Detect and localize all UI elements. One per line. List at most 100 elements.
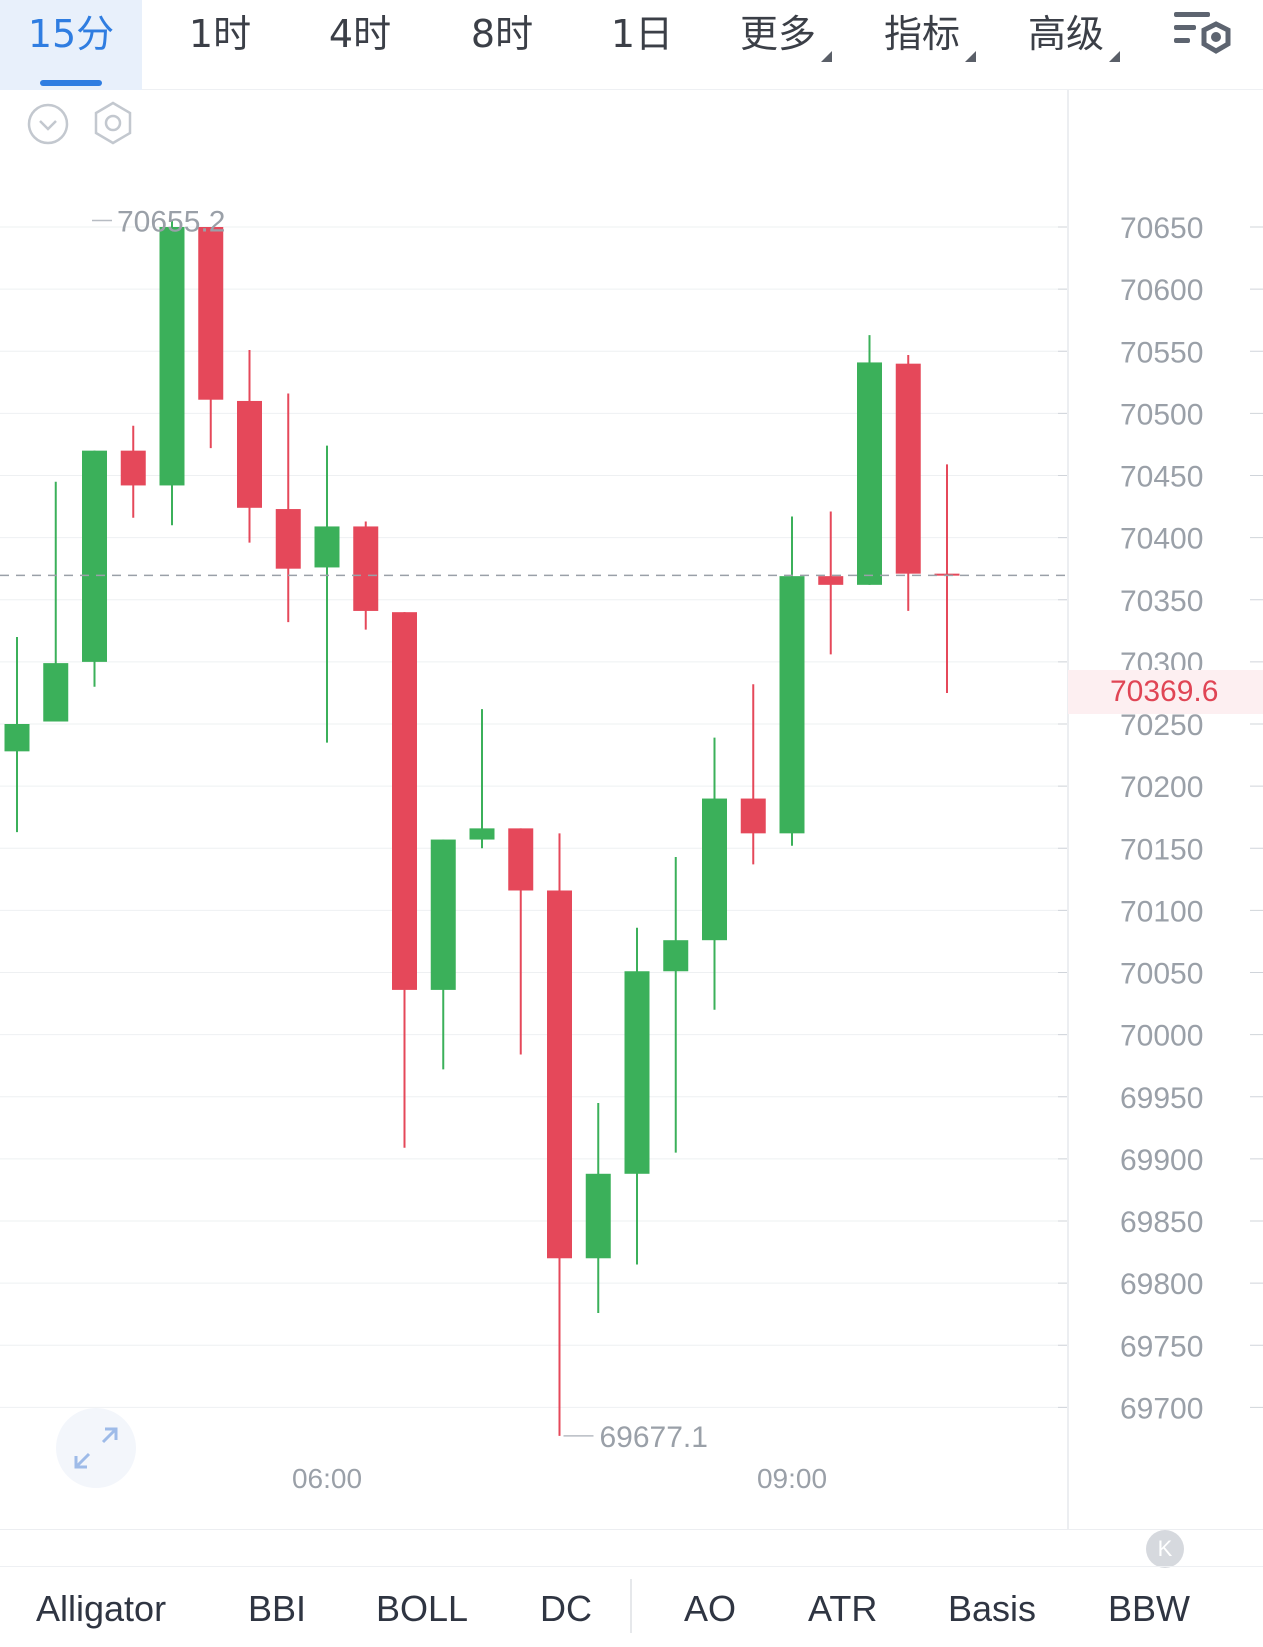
candle-body <box>159 227 185 486</box>
collapse-button[interactable] <box>26 102 70 150</box>
candle-body <box>857 362 882 585</box>
candle-body <box>895 363 921 574</box>
low-price-label: 69677.1 <box>600 1421 708 1454</box>
candle-body <box>198 227 224 400</box>
candle-body <box>508 828 534 891</box>
candlestick-chart[interactable]: 7065070600705507050070450704007035070300… <box>0 90 1263 1530</box>
tab-1d[interactable]: 1日 <box>592 0 692 90</box>
tab-15min[interactable]: 15分 <box>0 0 142 90</box>
indicator-bbw[interactable]: BBW <box>1108 1588 1191 1629</box>
advanced-label: 高级 <box>1028 12 1105 56</box>
indicator-ao[interactable]: AO <box>684 1588 737 1629</box>
indicator-bbi[interactable]: BBI <box>248 1588 307 1629</box>
candle-down[interactable] <box>895 354 921 611</box>
y-tick-label: 69750 <box>1120 1330 1203 1363</box>
y-tick-label: 70100 <box>1120 895 1203 928</box>
tab-label: 8时 <box>470 12 534 56</box>
y-tick-label: 69700 <box>1120 1392 1203 1425</box>
candle-up[interactable] <box>4 637 30 833</box>
advanced-dropdown[interactable]: 高级 <box>1028 0 1121 90</box>
tab-label: 1日 <box>610 12 674 56</box>
candle-down[interactable] <box>275 393 301 623</box>
y-tick-label: 70650 <box>1120 212 1203 245</box>
y-tick-label: 70250 <box>1120 709 1203 742</box>
fullscreen-button[interactable] <box>56 1408 136 1488</box>
y-tick-label: 70550 <box>1120 336 1203 369</box>
candle-body <box>4 724 30 752</box>
current-price-label: 70369.6 <box>1068 670 1263 714</box>
candle-body <box>82 450 107 662</box>
candle-body <box>353 526 379 611</box>
candle-up[interactable] <box>663 856 689 1153</box>
candle-body <box>779 576 805 834</box>
candle-body <box>547 890 572 1259</box>
tab-label: 4时 <box>328 12 392 56</box>
candle-up[interactable] <box>469 709 495 849</box>
x-tick-label: 09:00 <box>757 1463 827 1494</box>
tab-label: 1时 <box>188 12 252 56</box>
candle-down[interactable] <box>198 227 224 449</box>
active-tab-indicator <box>40 80 102 86</box>
candle-body <box>663 940 689 972</box>
candle-body <box>740 798 766 834</box>
y-tick-label: 70450 <box>1120 461 1203 494</box>
y-tick-label: 69800 <box>1120 1268 1203 1301</box>
indicators-label: 指标 <box>884 12 961 56</box>
candle-up[interactable] <box>779 516 805 846</box>
candle-down[interactable] <box>392 612 417 1148</box>
indicator-settings-button[interactable] <box>90 100 136 150</box>
tab-8h[interactable]: 8时 <box>452 0 552 90</box>
divider <box>630 1579 632 1633</box>
candle-body <box>275 509 301 569</box>
candle-up[interactable] <box>857 335 882 585</box>
indicator-alligator[interactable]: Alligator <box>36 1588 167 1629</box>
candle-down[interactable] <box>508 828 534 1055</box>
more-label: 更多 <box>740 12 817 56</box>
tab-4h[interactable]: 4时 <box>310 0 410 90</box>
candle-up[interactable] <box>585 1102 611 1313</box>
candle-body <box>314 526 340 568</box>
k-badge[interactable]: K <box>1146 1530 1184 1568</box>
chart-settings-button[interactable] <box>1172 6 1236 66</box>
candle-body <box>43 663 69 722</box>
expand-arrows-icon <box>74 1427 118 1469</box>
candle-down[interactable] <box>120 425 146 518</box>
y-tick-label: 69950 <box>1120 1082 1203 1115</box>
y-tick-label: 69900 <box>1120 1144 1203 1177</box>
candle-up[interactable] <box>430 839 456 1070</box>
y-tick-label: 70600 <box>1120 274 1203 307</box>
candle-down[interactable] <box>740 684 766 865</box>
indicators-dropdown[interactable]: 指标 <box>884 0 977 90</box>
candle-up[interactable] <box>314 445 340 743</box>
candle-up[interactable] <box>159 220 185 526</box>
y-tick-label: 70200 <box>1120 771 1203 804</box>
y-tick-label: 70050 <box>1120 958 1203 991</box>
candle-body <box>120 450 146 486</box>
candle-down[interactable] <box>353 521 379 630</box>
candle-body <box>237 400 262 508</box>
more-dropdown[interactable]: 更多 <box>740 0 833 90</box>
caret-icon <box>965 51 977 62</box>
indicator-basis[interactable]: Basis <box>948 1588 1037 1629</box>
candle-down[interactable] <box>934 464 960 693</box>
candle-up[interactable] <box>43 481 69 722</box>
candle-down[interactable] <box>237 350 262 543</box>
candle-down[interactable] <box>818 511 844 655</box>
indicator-boll[interactable]: BOLL <box>376 1588 469 1629</box>
indicator-bar: Alligator BBI BOLL DC AO ATR Basis BBW <box>0 1566 1263 1647</box>
x-tick-label: 06:00 <box>292 1463 362 1494</box>
tab-1h[interactable]: 1时 <box>170 0 270 90</box>
candle-up[interactable] <box>82 450 107 687</box>
indicator-atr[interactable]: ATR <box>808 1588 878 1629</box>
candle-up[interactable] <box>624 927 650 1265</box>
candle-down[interactable] <box>547 833 572 1436</box>
candle-body <box>469 828 495 840</box>
kline-chart[interactable]: 70650 70600 70550 70500 70450 70400 70350 70300… <box>0 90 1263 1530</box>
candle-up[interactable] <box>702 737 727 1010</box>
chevron-down-circle-icon <box>27 103 69 145</box>
candle-body <box>430 839 456 990</box>
candle-body <box>702 798 727 941</box>
candle-body <box>624 971 650 1174</box>
y-tick-label: 70400 <box>1120 523 1203 556</box>
indicator-dc[interactable]: DC <box>540 1588 592 1629</box>
